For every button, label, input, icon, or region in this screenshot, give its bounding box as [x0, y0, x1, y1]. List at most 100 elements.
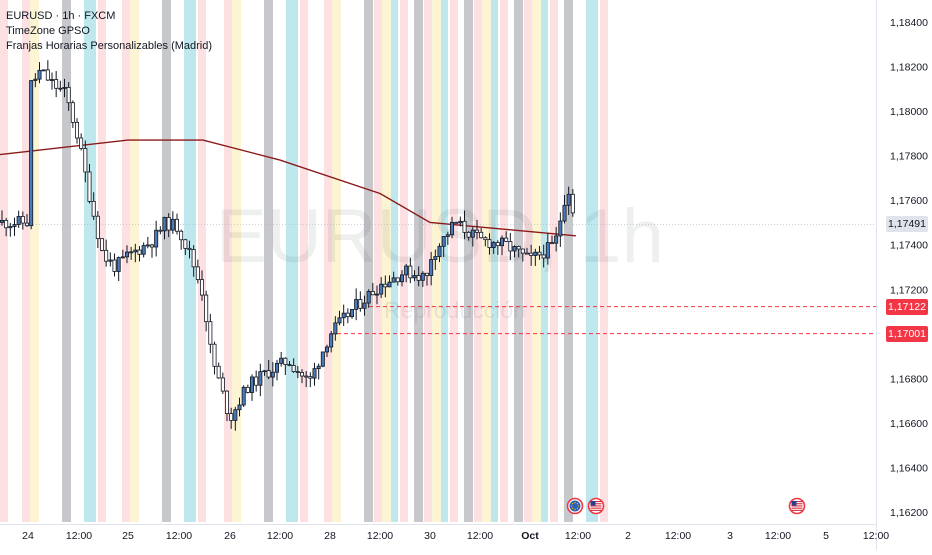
time-tick-label: 12:00 [367, 530, 393, 542]
indicator-time-bands[interactable]: Franjas Horarias Personalizables (Madrid… [6, 40, 213, 52]
candle [408, 257, 413, 284]
candle [179, 229, 184, 250]
us-flag-icon [587, 497, 605, 515]
time-tick-label: 30 [424, 530, 436, 542]
candle [474, 220, 479, 240]
time-band [514, 0, 523, 522]
candle [8, 222, 13, 237]
candle [570, 189, 575, 217]
candle [287, 361, 292, 367]
watermark-replay: Reproducción [384, 297, 526, 323]
candle [495, 240, 500, 256]
candle [541, 244, 546, 268]
price-tick-label: 1,17200 [890, 284, 928, 296]
time-band [500, 0, 508, 522]
time-tick-label: 25 [122, 530, 134, 542]
candle [245, 384, 250, 394]
time-band [432, 0, 441, 522]
candle [499, 235, 504, 256]
time-tick-label: 28 [324, 530, 336, 542]
candle [54, 71, 59, 98]
candle [129, 246, 134, 260]
time-tick-label: 5 [823, 530, 829, 542]
candle [320, 351, 325, 368]
candle [424, 272, 429, 286]
candle [116, 256, 121, 281]
candle [379, 277, 384, 299]
candle [249, 374, 254, 401]
candle [241, 385, 246, 407]
candle [374, 285, 379, 305]
candle [274, 359, 279, 381]
candle [24, 214, 29, 228]
candle [33, 73, 38, 88]
candle [412, 270, 417, 282]
price-tick-label: 1,18000 [890, 106, 928, 118]
candle [154, 220, 159, 257]
time-band [224, 0, 232, 522]
time-band [22, 0, 30, 522]
time-band [0, 0, 8, 522]
time-band [324, 0, 332, 522]
candle [75, 118, 80, 144]
candle [195, 259, 200, 284]
time-band [84, 0, 96, 522]
candle [333, 316, 338, 341]
candle [162, 216, 167, 240]
candle [533, 248, 538, 266]
candle [58, 80, 63, 92]
candle [291, 358, 296, 373]
time-tick-label: 12:00 [166, 530, 192, 542]
price-axis: 1,18400 1,18200 1,18000 1,17800 1,17600 1,174… [876, 0, 928, 550]
candle [149, 243, 154, 258]
moving-average-line [0, 139, 576, 237]
candle [0, 210, 4, 226]
candle [125, 245, 130, 264]
candle [508, 232, 513, 261]
time-band [464, 0, 473, 522]
candle [562, 195, 567, 224]
price-tick-label: 1,17600 [890, 195, 928, 207]
price-tick-label: 1,16600 [890, 418, 928, 430]
candle [4, 217, 9, 237]
candle [324, 344, 329, 358]
time-band [482, 0, 491, 522]
candle [462, 210, 467, 240]
price-level-lines [0, 224, 876, 335]
candle [387, 275, 392, 288]
candle [70, 100, 75, 128]
moving-average [0, 139, 576, 237]
candle [370, 282, 375, 296]
candle [258, 363, 263, 397]
candle [529, 244, 534, 266]
candle [483, 236, 488, 247]
candle [441, 236, 446, 258]
candle [512, 245, 517, 258]
time-tick-label: 24 [22, 530, 34, 542]
candle [183, 238, 188, 256]
candle [208, 313, 213, 354]
candle [233, 406, 238, 431]
candle [224, 390, 229, 422]
eu-flag-icon [566, 497, 584, 515]
time-band [98, 0, 106, 522]
candle [166, 213, 171, 238]
candle [187, 240, 192, 259]
time-band [286, 0, 298, 522]
time-band [300, 0, 308, 522]
candle [445, 231, 450, 245]
candle [566, 186, 571, 215]
candle [295, 365, 300, 379]
candle [383, 275, 388, 298]
candle [41, 69, 46, 72]
candle [537, 245, 542, 260]
indicator-timezone[interactable]: TimeZone GPSO [6, 25, 90, 37]
time-band [382, 0, 391, 522]
candle [283, 357, 288, 375]
symbol-title[interactable]: EURUSD · 1h · FXCM [6, 10, 116, 22]
candle [337, 310, 342, 326]
candle [112, 253, 117, 277]
candle [170, 211, 175, 234]
